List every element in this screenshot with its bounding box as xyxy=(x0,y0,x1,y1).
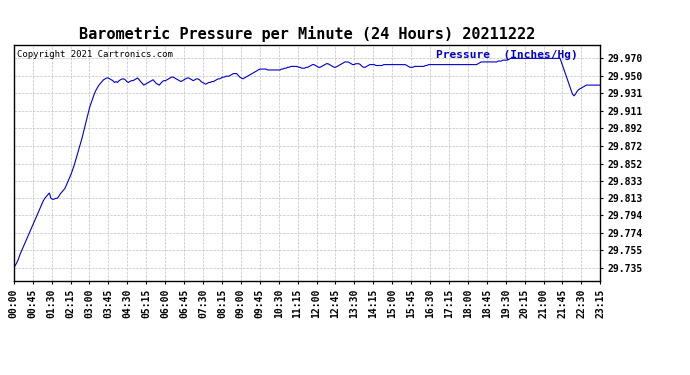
Text: Pressure  (Inches/Hg): Pressure (Inches/Hg) xyxy=(436,50,578,60)
Title: Barometric Pressure per Minute (24 Hours) 20211222: Barometric Pressure per Minute (24 Hours… xyxy=(79,27,535,42)
Text: Copyright 2021 Cartronics.com: Copyright 2021 Cartronics.com xyxy=(17,50,172,59)
